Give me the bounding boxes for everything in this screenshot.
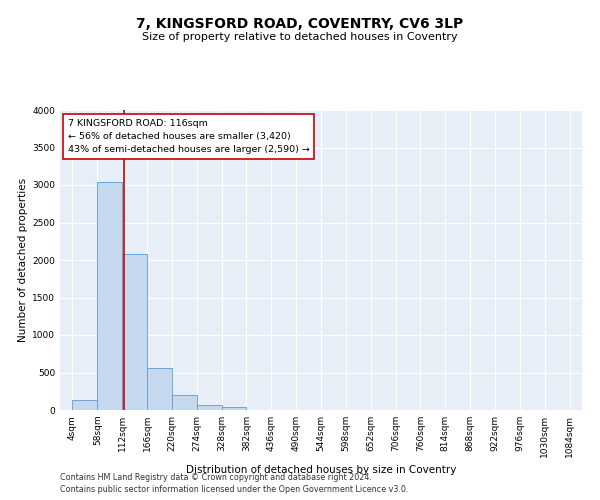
Bar bbox=[73, 400, 97, 410]
Bar bbox=[221, 407, 247, 410]
X-axis label: Distribution of detached houses by size in Coventry: Distribution of detached houses by size … bbox=[186, 466, 456, 475]
Y-axis label: Number of detached properties: Number of detached properties bbox=[18, 178, 28, 342]
Bar bbox=[197, 405, 221, 410]
Text: 7 KINGSFORD ROAD: 116sqm
← 56% of detached houses are smaller (3,420)
43% of sem: 7 KINGSFORD ROAD: 116sqm ← 56% of detach… bbox=[68, 119, 310, 154]
Bar bbox=[172, 395, 197, 410]
Text: Contains HM Land Registry data © Crown copyright and database right 2024.: Contains HM Land Registry data © Crown c… bbox=[60, 472, 372, 482]
Bar bbox=[97, 182, 122, 410]
Text: Size of property relative to detached houses in Coventry: Size of property relative to detached ho… bbox=[142, 32, 458, 42]
Bar bbox=[147, 368, 172, 410]
Text: Contains public sector information licensed under the Open Government Licence v3: Contains public sector information licen… bbox=[60, 485, 409, 494]
Bar bbox=[122, 254, 147, 410]
Text: 7, KINGSFORD ROAD, COVENTRY, CV6 3LP: 7, KINGSFORD ROAD, COVENTRY, CV6 3LP bbox=[136, 18, 464, 32]
